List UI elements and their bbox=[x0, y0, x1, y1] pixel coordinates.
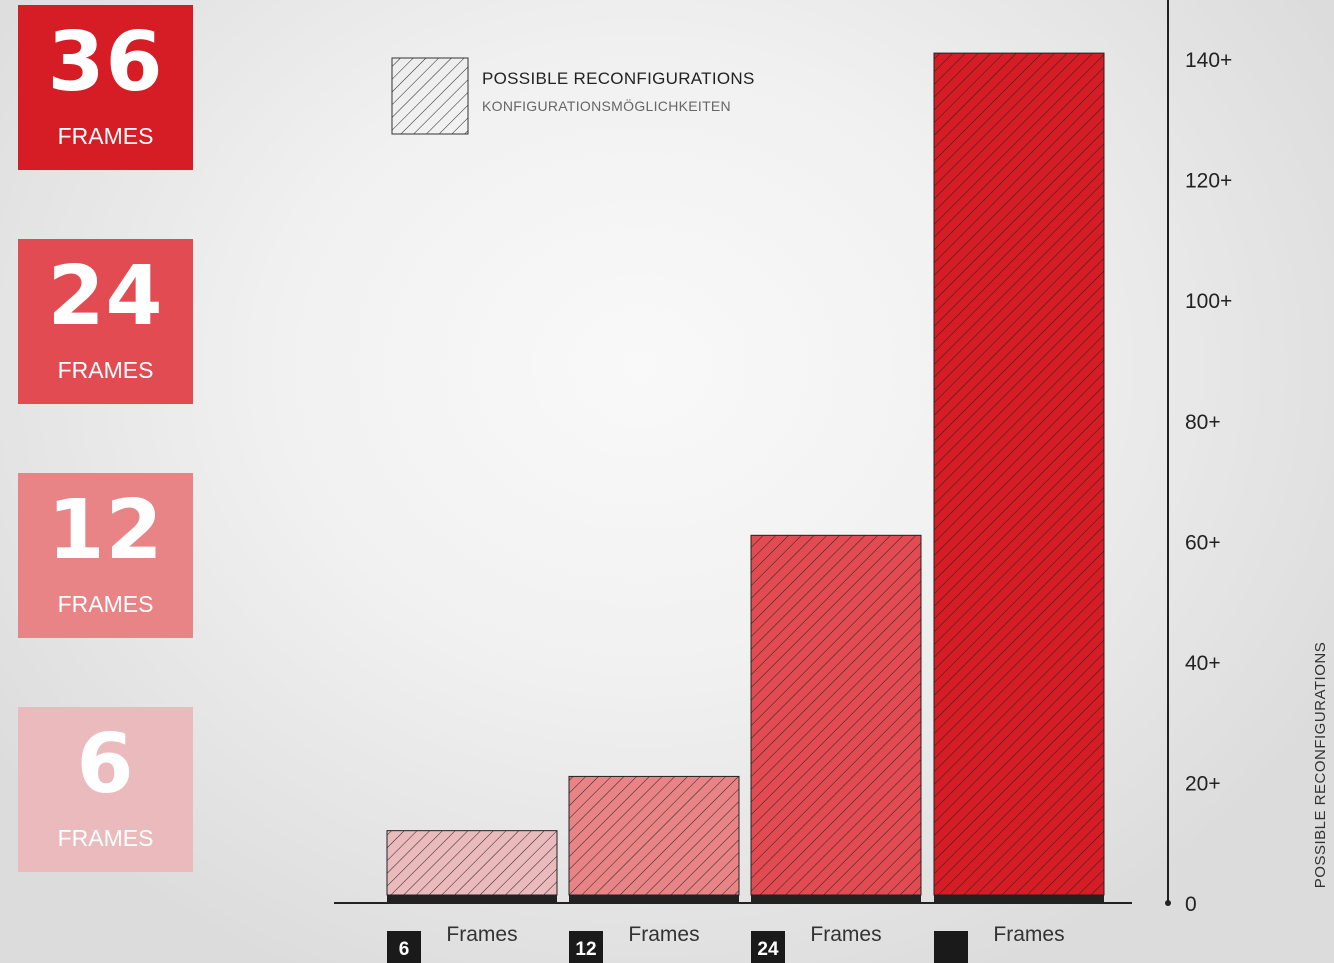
x-category-box-0 bbox=[387, 931, 421, 963]
badge-number: 6 bbox=[76, 717, 135, 812]
bar-base-3 bbox=[934, 895, 1104, 903]
badge-number: 24 bbox=[47, 249, 164, 344]
x-category-label-2: Frames bbox=[810, 923, 881, 946]
badge-label: FRAMES bbox=[57, 357, 154, 383]
bar-hatch-0 bbox=[386, 830, 558, 896]
legend-title: POSSIBLE RECONFIGURATIONS bbox=[482, 69, 755, 88]
x-category-label-1: Frames bbox=[628, 923, 699, 946]
bar-base-1 bbox=[569, 895, 739, 903]
badge-label: FRAMES bbox=[57, 825, 154, 851]
badge-label: FRAMES bbox=[57, 591, 154, 617]
bar-hatch-1 bbox=[568, 775, 740, 896]
bar-base-2 bbox=[751, 895, 921, 903]
legend-subtitle: KONFIGURATIONSMÖGLICHKEITEN bbox=[482, 98, 731, 114]
x-category-label-0: Frames bbox=[446, 923, 517, 946]
x-category-box-2 bbox=[751, 931, 785, 963]
frames-badge-6: 6 FRAMES bbox=[18, 707, 193, 872]
y-axis-origin-dot bbox=[1165, 900, 1171, 906]
x-category-number-1: 12 bbox=[575, 939, 596, 960]
bar-hatch-2 bbox=[750, 534, 922, 896]
badge-number: 12 bbox=[47, 483, 164, 578]
y-tick-label-7: 140+ bbox=[1185, 49, 1232, 72]
x-category-box-3 bbox=[934, 931, 968, 963]
y-tick-label-6: 120+ bbox=[1185, 170, 1232, 193]
badge-number: 36 bbox=[47, 15, 164, 110]
x-category-number-0: 6 bbox=[399, 939, 410, 960]
badge-label: FRAMES bbox=[57, 123, 154, 149]
y-tick-label-1: 20+ bbox=[1185, 772, 1221, 795]
frames-badge-24: 24 FRAMES bbox=[18, 239, 193, 404]
y-tick-label-5: 100+ bbox=[1185, 290, 1232, 313]
y-tick-label-4: 80+ bbox=[1185, 411, 1221, 434]
y-tick-label-3: 60+ bbox=[1185, 531, 1221, 554]
y-tick-label-2: 40+ bbox=[1185, 652, 1221, 675]
frames-badge-36: 36 FRAMES bbox=[18, 5, 193, 170]
bar-base-0 bbox=[387, 895, 557, 903]
y-axis-title: POSSIBLE RECONFIGURATIONS bbox=[1312, 641, 1329, 889]
legend-swatch bbox=[391, 57, 469, 135]
frames-badge-12: 12 FRAMES bbox=[18, 473, 193, 638]
x-category-label-3: Frames bbox=[993, 923, 1064, 946]
x-category-number-2: 24 bbox=[757, 939, 779, 960]
x-category-box-1 bbox=[569, 931, 603, 963]
bar-hatch-3 bbox=[933, 52, 1105, 896]
y-tick-label-0: 0 bbox=[1185, 893, 1197, 916]
